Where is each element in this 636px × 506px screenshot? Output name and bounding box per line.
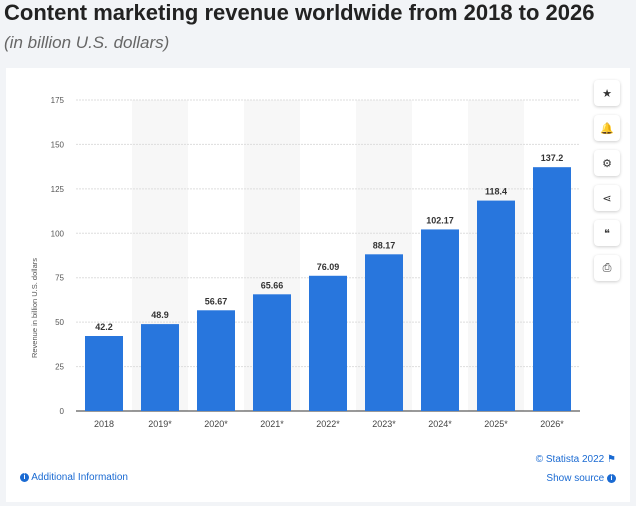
show-source-label: Show source [546,473,605,484]
y-tick-label: 50 [55,318,64,327]
page-subtitle: (in billion U.S. dollars) [4,33,170,52]
x-tick-label: 2020* [204,419,228,429]
bar [85,336,123,411]
data-label: 118.4 [485,187,507,197]
bar-chart: 0 25 50 75 100 125 150 175 42.2 2018 48.9 2019* 56.6… [30,96,580,429]
data-label: 76.09 [317,262,340,272]
bar [141,324,179,411]
data-label: 56.67 [205,296,228,306]
additional-information-label: Additional Information [31,472,128,483]
quote-button[interactable]: ❝ [594,220,620,246]
x-tick-label: 2018 [94,419,114,429]
bar [477,200,515,411]
info-icon: i [607,473,616,483]
bar [309,275,347,411]
chart-card: 0 25 50 75 100 125 150 175 42.2 2018 48.9 2019* 56.6… [6,68,630,502]
star-button[interactable]: ★ [594,80,620,106]
data-label: 65.66 [261,280,284,290]
x-tick-label: 2021* [260,419,284,429]
quote-icon: ❝ [604,227,610,240]
x-tick-label: 2025* [484,419,508,429]
y-tick-label: 0 [60,407,65,416]
x-tick-label: 2019* [148,419,172,429]
data-label: 48.9 [151,310,169,320]
data-label: 42.2 [95,322,113,332]
gear-button[interactable]: ⚙ [594,150,620,176]
x-tick-label: 2026* [540,419,564,429]
additional-information-link[interactable]: i Additional Information [20,472,128,483]
x-tick-label: 2023* [372,419,396,429]
print-icon: ⎙ [602,261,612,274]
y-tick-label: 75 [55,274,64,283]
y-tick-label: 150 [51,140,65,149]
share-icon: ⋖ [602,192,612,205]
copyright-label: © Statista 2022 [535,454,605,465]
info-icon: i [20,472,29,482]
bar [421,229,459,411]
bar [253,294,291,411]
print-button[interactable]: ⎙ [594,255,620,281]
y-tick-label: 125 [51,185,65,194]
y-tick-label: 175 [51,96,65,105]
bell-button[interactable]: 🔔 [594,115,620,141]
gear-icon: ⚙ [602,157,612,170]
bar [533,167,571,411]
data-label: 102.17 [426,215,454,225]
page-title: Content marketing revenue worldwide from… [4,0,595,25]
bell-icon: 🔔 [600,122,614,135]
share-button[interactable]: ⋖ [594,185,620,211]
data-label: 137.2 [541,153,564,163]
y-axis-label: Revenue in billion U.S. dollars [30,258,39,358]
data-label: 88.17 [373,240,396,250]
bar [365,254,403,411]
flag-icon: ⚑ [607,454,616,465]
y-tick-label: 100 [51,229,65,238]
star-icon: ★ [602,87,612,100]
x-tick-label: 2022* [316,419,340,429]
bar [197,310,235,411]
show-source-link[interactable]: Show source i [546,473,616,484]
x-tick-label: 2024* [428,419,452,429]
statista-copyright-link[interactable]: © Statista 2022 ⚑ [536,454,616,465]
y-tick-label: 25 [55,363,64,372]
